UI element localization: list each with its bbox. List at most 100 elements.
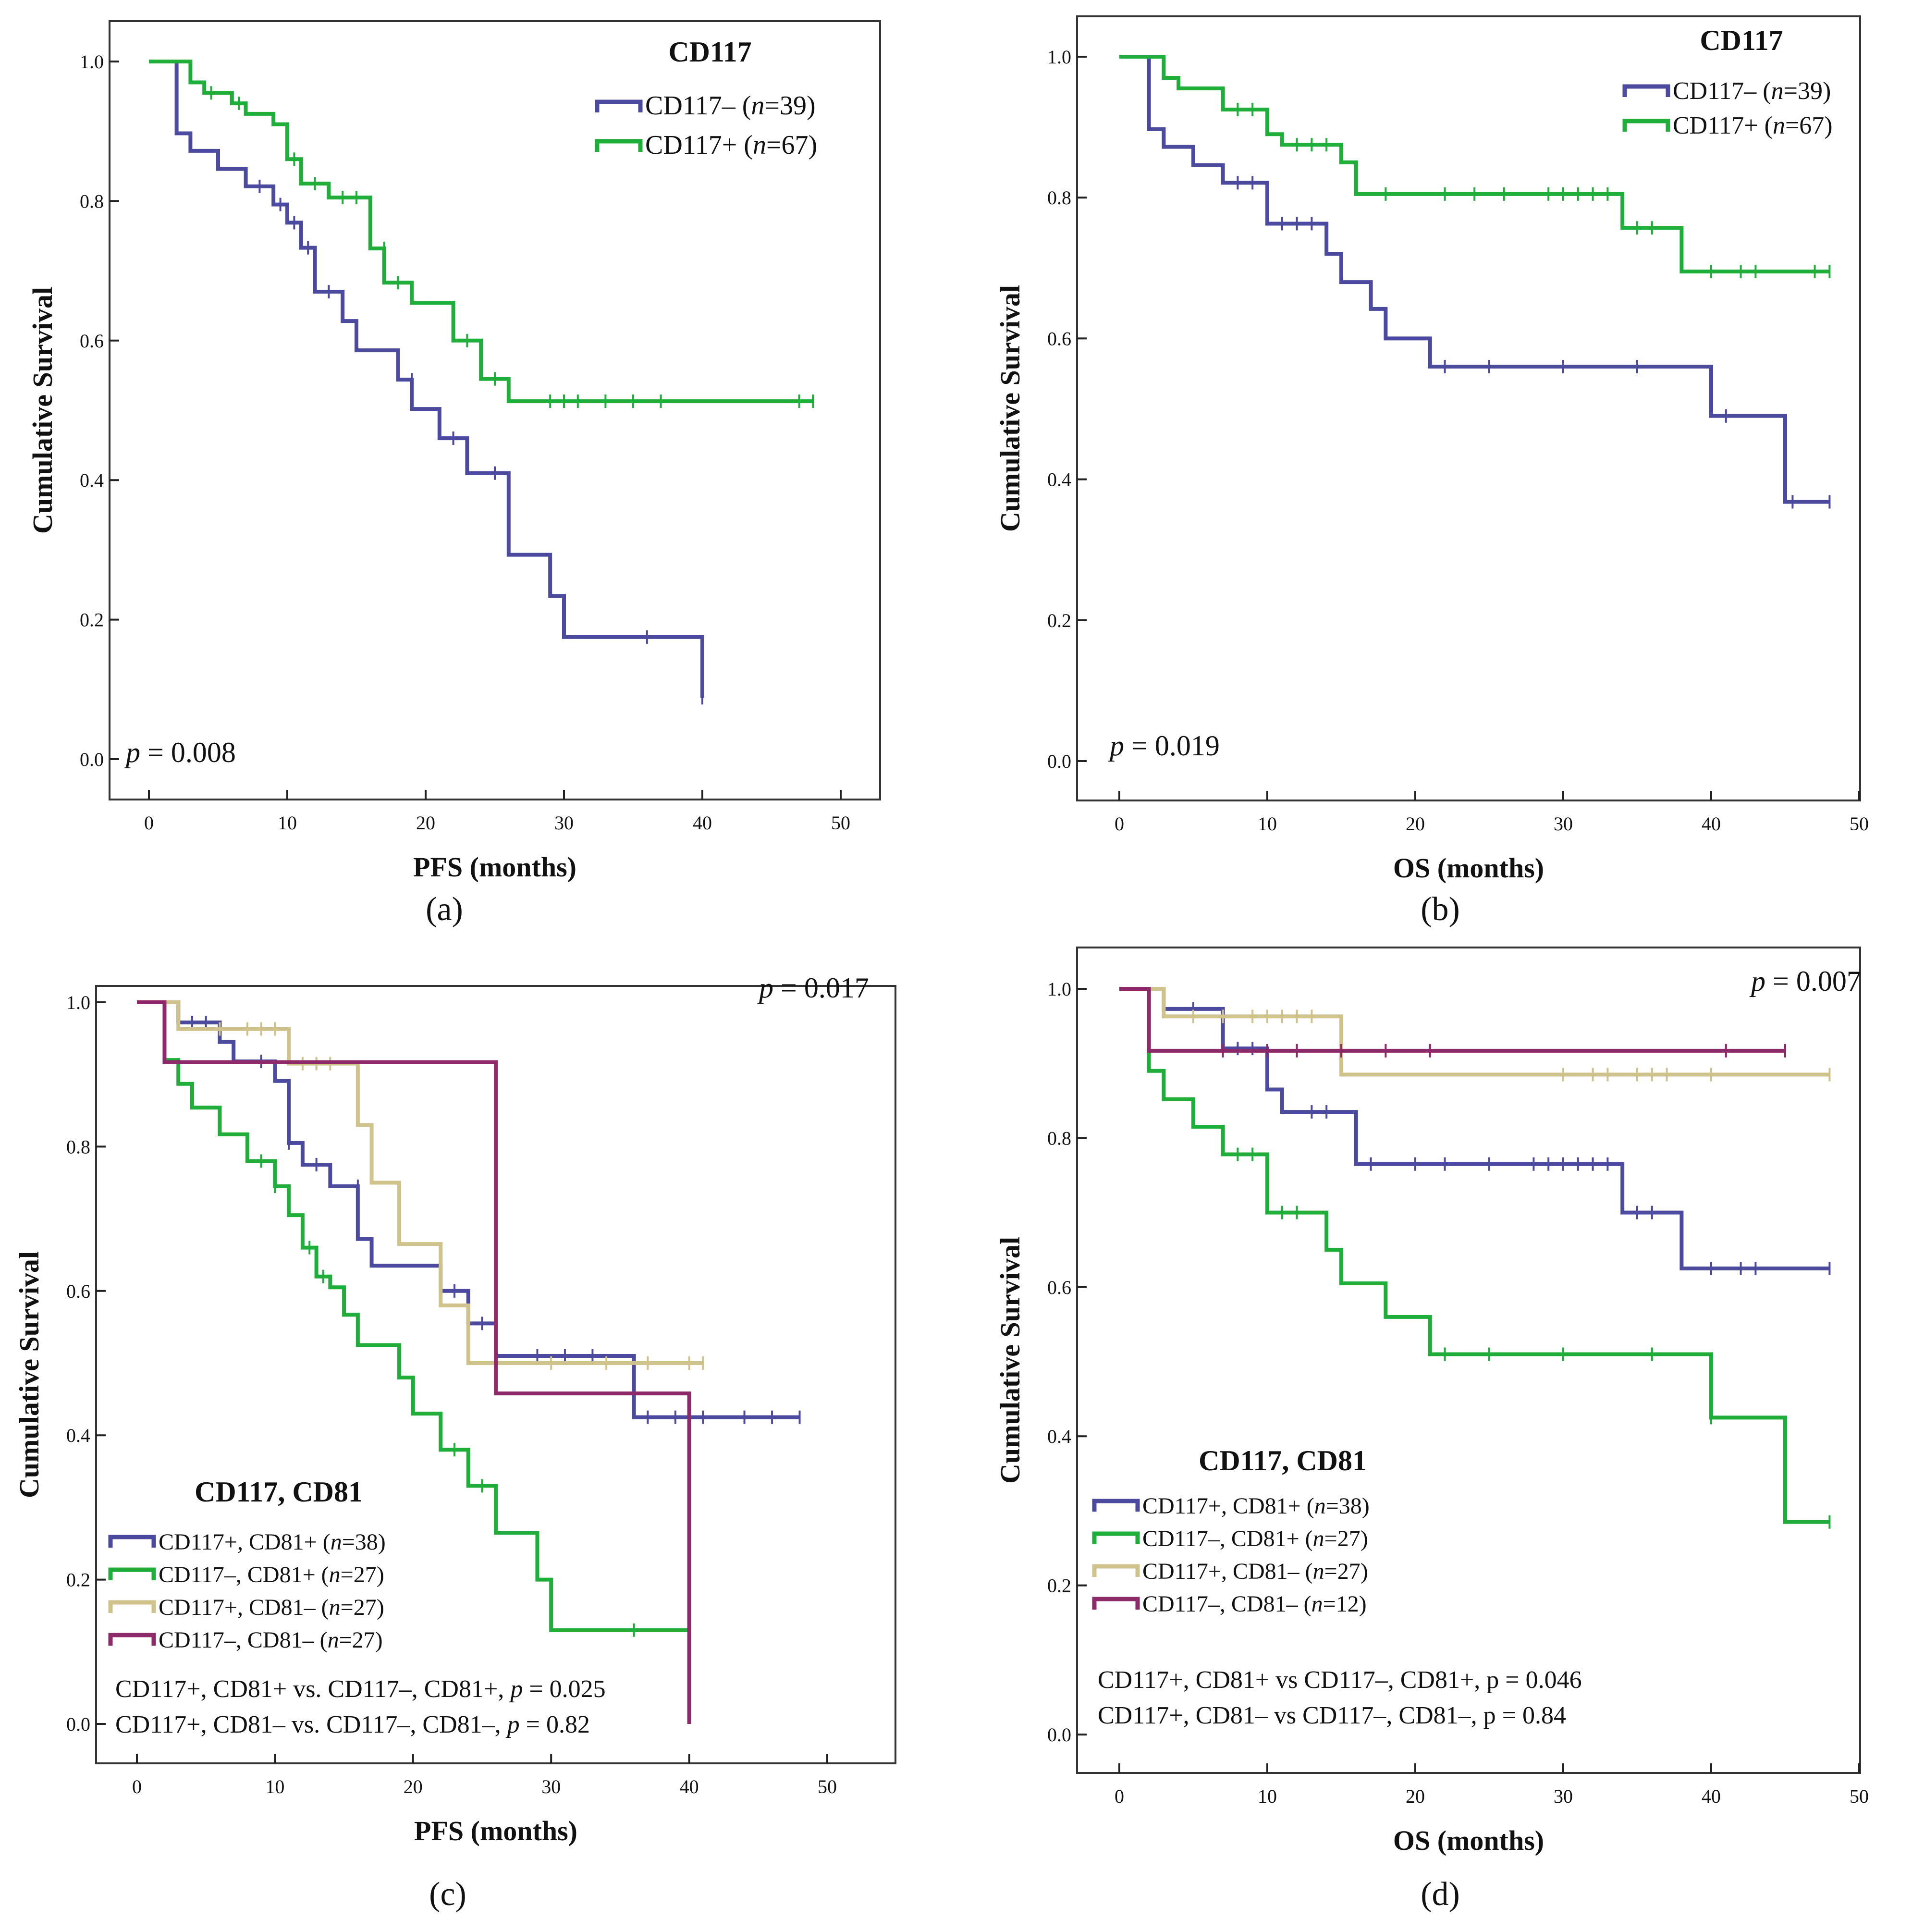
legend-label: CD117+, CD81– (n=27)	[159, 1595, 384, 1620]
x-tick-label: 40	[1702, 813, 1721, 835]
y-tick-label: 1.0	[1047, 46, 1071, 68]
legend-label-part: CD117+, CD81+ (	[159, 1529, 331, 1555]
legend-swatch	[1092, 1564, 1140, 1577]
legend-label-part: =39)	[1784, 77, 1831, 105]
legend-label-part: n	[751, 91, 764, 121]
y-tick-label: 0.2	[1047, 610, 1071, 631]
p-value-symbol: p	[124, 737, 140, 768]
legend-label-part: =38)	[1326, 1493, 1370, 1519]
survival-curve-2	[1119, 55, 1830, 274]
comparison-note: CD117+, CD81– vs CD117–, CD81–, p = 0.84	[1098, 1702, 1566, 1729]
legend-label-part: CD117–, CD81+ (	[1142, 1526, 1313, 1551]
comparison-note-part: = 0.025	[523, 1675, 605, 1703]
legend-label-part: n	[753, 130, 766, 160]
legend-label-part: =27)	[1324, 1526, 1368, 1551]
y-axis-label: Cumulative Survival	[13, 1251, 45, 1498]
survival-curve-1	[1119, 55, 1830, 504]
legend-label-part: CD117+ (	[645, 130, 753, 160]
legend-label: CD117–, CD81– (n=12)	[1142, 1591, 1367, 1617]
legend-swatch	[1622, 119, 1670, 132]
x-tick-label: 40	[680, 1776, 699, 1797]
legend-swatch	[1092, 1499, 1140, 1512]
survival-curve-4	[1119, 987, 1785, 1053]
legend-label-part: =38)	[342, 1529, 386, 1555]
survival-curve-4	[137, 1000, 691, 1724]
y-tick-label: 0.0	[1047, 751, 1071, 772]
comparison-note: CD117+, CD81+ vs. CD117–, CD81+, p = 0.0…	[115, 1675, 606, 1703]
y-tick-label: 0.0	[80, 749, 104, 770]
comparison-note-part: CD117+, CD81– vs CD117–, CD81–, p = 0.84	[1098, 1702, 1566, 1729]
legend-title: CD117, CD81	[195, 1476, 363, 1508]
x-tick-label: 40	[1702, 1785, 1721, 1807]
legend-label-part: CD117– (	[645, 91, 751, 121]
legend-label: CD117– (n=39)	[1673, 77, 1831, 105]
legend-label: CD117–, CD81– (n=27)	[159, 1627, 383, 1653]
x-tick-label: 30	[1554, 1785, 1573, 1807]
p-value-symbol: p	[1749, 965, 1765, 997]
x-axis-label: PFS (months)	[413, 851, 576, 883]
legend-label-part: CD117+, CD81+ (	[1142, 1493, 1314, 1519]
y-tick-label: 0.8	[1047, 187, 1071, 209]
legend-label: CD117–, CD81+ (n=27)	[159, 1562, 384, 1587]
legend-label-part: =27)	[341, 1595, 384, 1620]
legend-swatch	[108, 1535, 156, 1548]
plot-frame	[95, 985, 896, 1764]
survival-curve-3	[137, 1000, 703, 1365]
y-tick-label: 0.0	[66, 1713, 90, 1735]
x-axis-label: PFS (months)	[414, 1815, 577, 1846]
legend-label-part: n	[1771, 77, 1784, 105]
legend-swatch	[108, 1567, 156, 1580]
legend-label-part: n	[329, 1595, 341, 1620]
y-tick-label: 0.6	[1047, 328, 1071, 349]
comparison-note: CD117+, CD81+ vs CD117–, CD81+, p = 0.04…	[1098, 1666, 1582, 1694]
plot-frame	[109, 20, 881, 800]
x-tick-label: 0	[144, 812, 154, 834]
panel-label: (b)	[1421, 891, 1460, 928]
legend-label: CD117+, CD81+ (n=38)	[159, 1529, 386, 1555]
y-tick-label: 0.6	[1047, 1277, 1071, 1298]
legend-label-part: CD117+, CD81– (	[1142, 1559, 1313, 1584]
y-tick-label: 0.8	[1047, 1127, 1071, 1149]
panel-label: (c)	[429, 1876, 466, 1913]
x-tick-label: 50	[818, 1776, 837, 1797]
y-tick-label: 0.4	[66, 1425, 90, 1446]
x-axis-label: OS (months)	[1393, 1825, 1544, 1856]
panel-label: (d)	[1421, 1876, 1460, 1913]
x-tick-label: 0	[132, 1776, 142, 1797]
legend-label-part: =67)	[1785, 112, 1833, 139]
legend-title: CD117, CD81	[1199, 1445, 1367, 1477]
legend-label-part: =27)	[1324, 1559, 1368, 1584]
x-tick-label: 10	[1258, 1785, 1277, 1807]
panel-b: 0.0 0.2 0.4 0.6 0.8 1.0 0 10 20 30 40 50 OS (months)…	[994, 15, 1869, 928]
legend-label: CD117+, CD81+ (n=38)	[1142, 1493, 1370, 1519]
x-tick-label: 20	[1406, 1785, 1425, 1807]
y-tick-label: 0.4	[80, 469, 104, 491]
p-value-number: = 0.019	[1124, 730, 1220, 762]
y-tick-label: 0.2	[80, 609, 104, 631]
legend-label-part: =12)	[1323, 1591, 1367, 1617]
x-tick-label: 10	[1258, 813, 1277, 835]
y-axis-label: Cumulative Survival	[994, 285, 1026, 532]
legend-swatch	[1092, 1597, 1140, 1610]
legend-title: CD117	[668, 36, 751, 68]
y-tick-label: 0.0	[1047, 1724, 1071, 1746]
panel-a: 0.0 0.2 0.4 0.6 0.8 1.0 0 10 20 30 40 50 PFS (months…	[27, 20, 881, 928]
comparison-note-part: p	[505, 1711, 520, 1738]
comparison-note-part: CD117+, CD81– vs. CD117–, CD81–,	[115, 1711, 507, 1738]
plot-frame	[1076, 947, 1861, 1774]
survival-curve-2	[1119, 987, 1830, 1524]
legend-label-part: n	[1773, 112, 1785, 139]
legend-swatch	[108, 1600, 156, 1613]
legend-label-part: CD117–, CD81– (	[1142, 1591, 1311, 1617]
y-tick-label: 0.2	[1047, 1575, 1071, 1597]
x-tick-label: 30	[541, 1776, 561, 1797]
x-tick-label: 30	[1554, 813, 1573, 835]
y-tick-label: 1.0	[80, 51, 104, 73]
legend-label-part: n	[329, 1562, 341, 1587]
legend-label: CD117–, CD81+ (n=27)	[1142, 1526, 1368, 1551]
legend-label-part: =27)	[339, 1627, 383, 1653]
x-axis-label: OS (months)	[1393, 852, 1544, 884]
panel-c: 0.0 0.2 0.4 0.6 0.8 1.0 0 10 20 30 40 50 PFS (months…	[13, 972, 896, 1913]
x-tick-label: 40	[693, 812, 712, 834]
